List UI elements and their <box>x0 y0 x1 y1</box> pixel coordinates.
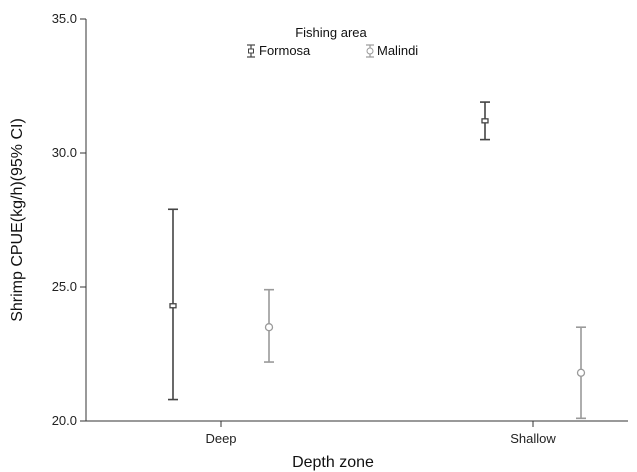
legend-item-label: Malindi <box>377 43 418 58</box>
y-tick-label: 25.0 <box>52 279 77 294</box>
mean-marker-circle <box>576 368 586 377</box>
legend: Fishing area Formosa Malindi <box>247 25 418 58</box>
mean-marker-square <box>169 303 177 309</box>
legend-title: Fishing area <box>295 25 367 40</box>
legend-marker-square <box>248 48 254 54</box>
y-tick-label: 35.0 <box>52 11 77 26</box>
series-layer <box>168 101 586 420</box>
y-axis-title: Shrimp CPUE(kg/h)(95% CI) <box>9 118 26 322</box>
errorbar-formosa-deep <box>168 208 178 401</box>
legend-item-malindi: Malindi <box>366 43 418 58</box>
legend-marker-circle <box>366 47 374 55</box>
y-ticks: 20.0 25.0 30.0 35.0 <box>52 11 86 428</box>
y-tick-label: 30.0 <box>52 145 77 160</box>
y-tick-label: 20.0 <box>52 413 77 428</box>
legend-item-label: Formosa <box>259 43 311 58</box>
errorbar-formosa-shallow <box>480 101 490 141</box>
mean-marker-square <box>481 118 489 124</box>
x-ticks: Deep Shallow <box>205 421 556 446</box>
errorbar-malindi-shallow <box>576 326 586 420</box>
x-tick-label: Deep <box>205 431 236 446</box>
x-axis-title: Depth zone <box>292 454 374 471</box>
x-tick-label: Shallow <box>510 431 556 446</box>
mean-marker-circle <box>264 323 274 332</box>
errorbar-malindi-deep <box>264 288 274 363</box>
legend-item-formosa: Formosa <box>247 43 311 58</box>
